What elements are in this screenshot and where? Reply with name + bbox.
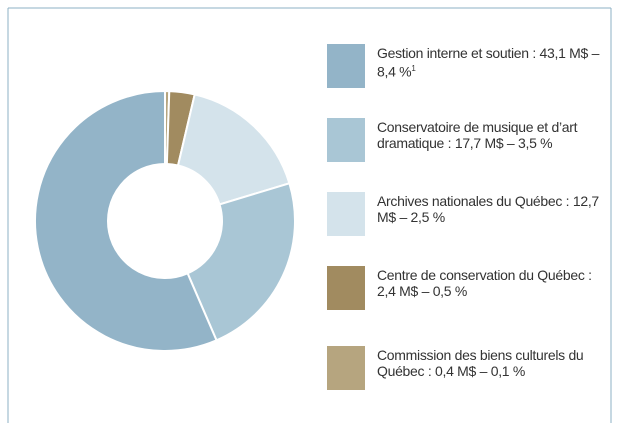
donut-slice	[176, 93, 291, 206]
legend-text: Commission des biens culturels du Québec…	[377, 347, 607, 379]
percent-label: 3,5 %	[518, 135, 553, 151]
legend-label: Conservatoire de musique et d’art dramat…	[377, 119, 578, 151]
legend-swatch	[327, 118, 365, 162]
legend-text: Conservatoire de musique et d’art dramat…	[377, 119, 607, 151]
separator: –	[479, 363, 488, 379]
separator: –	[399, 209, 407, 225]
separator: –	[421, 283, 430, 299]
value-label: 43,1 M$	[539, 45, 589, 61]
donut-slice	[34, 89, 218, 352]
legend-text: Archives nationales du Québec : 12,7 M$ …	[377, 193, 607, 225]
percent-label: 2,5 %	[410, 209, 446, 225]
value-label: 12,7 M$	[377, 193, 599, 225]
separator: –	[591, 45, 600, 61]
value-label: 17,7 M$	[454, 135, 504, 151]
legend-label: Gestion interne et soutien :	[377, 45, 536, 61]
legend-entry: Commission des biens culturels du Québec…	[327, 346, 612, 394]
value-label: 2,4 M$	[377, 283, 418, 299]
legend-text: Centre de conservation du Québec : 2,4 M…	[377, 267, 607, 299]
footnote-marker: 1	[411, 64, 416, 73]
legend-entry: Gestion interne et soutien : 43,1 M$ – 8…	[327, 44, 612, 92]
legend-swatch	[327, 192, 365, 236]
legend-entry: Conservatoire de musique et d’art dramat…	[327, 118, 612, 166]
legend-swatch	[327, 44, 365, 88]
legend-text: Gestion interne et soutien : 43,1 M$ – 8…	[377, 45, 607, 80]
donut-slice	[186, 182, 296, 342]
legend-label: Archives nationales du Québec :	[377, 193, 570, 209]
legend-entry: Archives nationales du Québec : 12,7 M$ …	[327, 192, 612, 240]
legend-entry: Centre de conservation du Québec : 2,4 M…	[327, 266, 612, 314]
percent-label: 0,1 %	[490, 363, 526, 379]
percent-label: 8,4 %	[377, 63, 412, 80]
percent-label: 0,5 %	[432, 283, 468, 299]
legend-swatch	[327, 266, 365, 310]
value-label: 0,4 M$	[435, 363, 477, 379]
legend-swatch	[327, 346, 365, 390]
legend-label: Commission des biens culturels du Québec…	[377, 347, 584, 379]
separator: –	[506, 135, 515, 151]
legend-label: Centre de conservation du Québec :	[377, 267, 592, 283]
